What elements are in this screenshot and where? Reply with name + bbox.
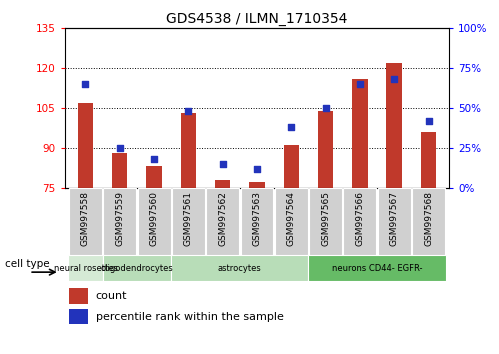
Text: oligodendrocytes: oligodendrocytes [100,264,173,273]
Point [287,124,295,130]
Text: count: count [96,291,127,301]
Bar [241,188,273,255]
Bar [308,255,446,281]
Bar [112,153,127,188]
Bar [378,188,411,255]
Text: GSM997564: GSM997564 [287,191,296,246]
Bar [283,145,299,188]
Text: GSM997567: GSM997567 [390,191,399,246]
Point [321,105,329,111]
Text: GSM997565: GSM997565 [321,191,330,246]
Bar [352,79,368,188]
Bar [181,113,196,188]
Text: GSM997561: GSM997561 [184,191,193,246]
Bar [69,288,88,304]
Bar [138,188,171,255]
Bar [412,188,445,255]
Bar [250,182,264,188]
Bar [146,166,162,188]
Bar [309,188,342,255]
Text: GSM997560: GSM997560 [150,191,159,246]
Point [390,76,398,82]
Title: GDS4538 / ILMN_1710354: GDS4538 / ILMN_1710354 [166,12,348,26]
Bar [387,63,402,188]
Point [356,81,364,87]
Bar [171,255,308,281]
Text: neural rosettes: neural rosettes [53,264,117,273]
Text: GSM997558: GSM997558 [81,191,90,246]
Text: astrocytes: astrocytes [218,264,261,273]
Text: cell type: cell type [5,259,50,269]
Text: GSM997568: GSM997568 [424,191,433,246]
Bar [275,188,308,255]
Bar [78,103,93,188]
Bar [343,188,376,255]
Bar [69,188,102,255]
Bar [172,188,205,255]
Point [219,161,227,167]
Point [184,108,192,114]
Text: GSM997559: GSM997559 [115,191,124,246]
Bar [103,255,171,281]
Bar [206,188,239,255]
Bar [215,180,231,188]
Point [425,118,433,124]
Point [116,145,124,151]
Bar [69,309,88,324]
Text: GSM997562: GSM997562 [218,191,227,246]
Point [150,156,158,162]
Point [81,81,89,87]
Point [253,166,261,171]
Text: GSM997566: GSM997566 [355,191,364,246]
Bar [68,255,103,281]
Bar [318,111,333,188]
Text: percentile rank within the sample: percentile rank within the sample [96,312,283,322]
Text: GSM997563: GSM997563 [252,191,261,246]
Text: neurons CD44- EGFR-: neurons CD44- EGFR- [332,264,422,273]
Bar [103,188,136,255]
Bar [421,132,436,188]
